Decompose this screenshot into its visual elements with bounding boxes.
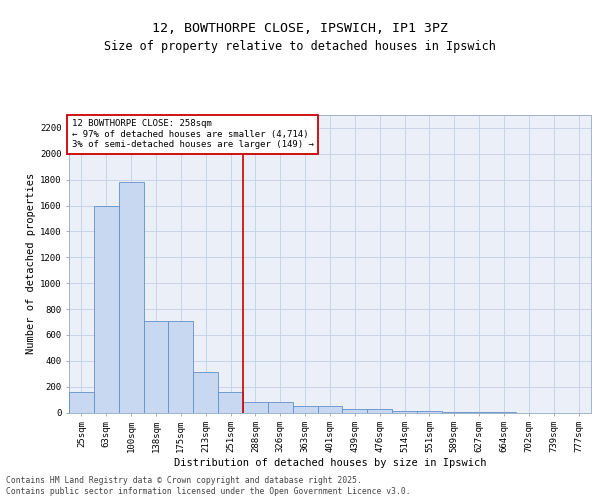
Bar (119, 182, 143, 412)
Bar (343, 410, 367, 412)
Bar (94, 206, 119, 412)
Text: 12 BOWTHORPE CLOSE: 258sqm
← 97% of detached houses are smaller (4,714)
3% of se: 12 BOWTHORPE CLOSE: 258sqm ← 97% of deta… (71, 120, 313, 150)
Bar (169, 320, 193, 412)
Bar (193, 372, 218, 412)
Text: Contains HM Land Registry data © Crown copyright and database right 2025.: Contains HM Land Registry data © Crown c… (6, 476, 362, 485)
Bar (143, 320, 169, 412)
Bar (218, 392, 243, 412)
Bar (417, 411, 442, 412)
Text: Contains public sector information licensed under the Open Government Licence v3: Contains public sector information licen… (6, 487, 410, 496)
Bar (293, 406, 317, 412)
Y-axis label: Number of detached properties: Number of detached properties (26, 173, 35, 354)
Bar (392, 410, 417, 412)
Bar (69, 392, 94, 412)
Bar (317, 406, 343, 412)
Bar (243, 402, 268, 412)
Bar (268, 402, 293, 412)
Text: 12, BOWTHORPE CLOSE, IPSWICH, IP1 3PZ: 12, BOWTHORPE CLOSE, IPSWICH, IP1 3PZ (152, 22, 448, 36)
Bar (367, 410, 392, 412)
Text: Size of property relative to detached houses in Ipswich: Size of property relative to detached ho… (104, 40, 496, 53)
X-axis label: Distribution of detached houses by size in Ipswich: Distribution of detached houses by size … (174, 458, 486, 468)
